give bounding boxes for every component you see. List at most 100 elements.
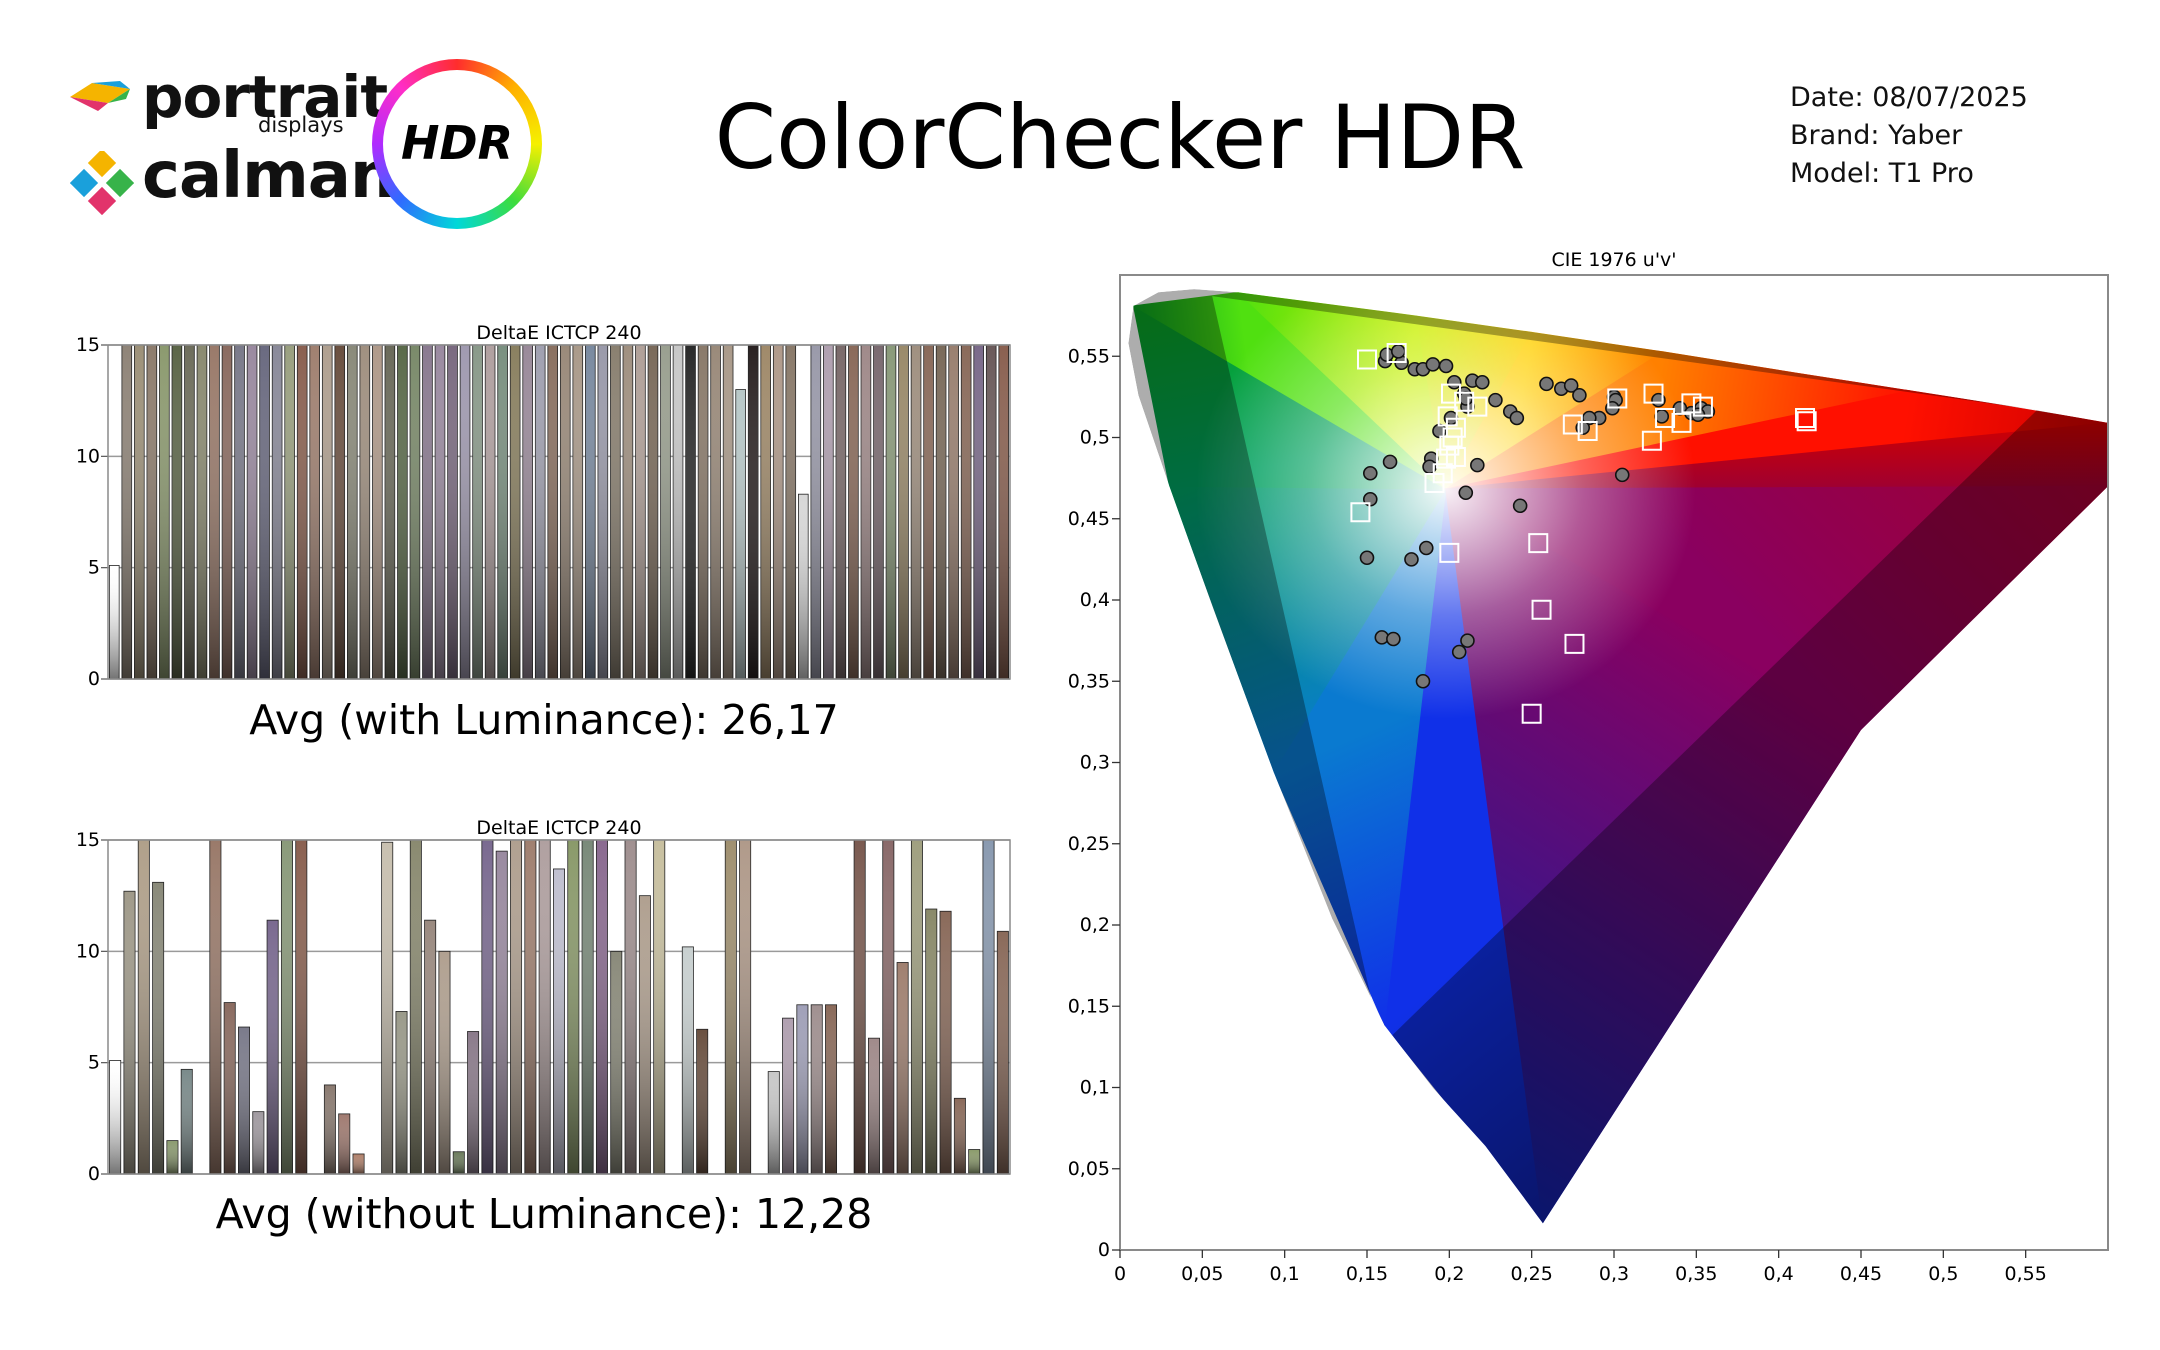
bar-chart-1-ytick-label: 5 — [88, 557, 100, 579]
bar-chart-2-bar-shade — [424, 920, 436, 1174]
bar-chart-2-bar-shade — [968, 1149, 980, 1174]
bar-chart-2-bar-shade — [854, 840, 866, 1174]
bar-chart-1-bar-shade — [835, 345, 846, 679]
bar-chart-1-bar-shade — [861, 345, 871, 679]
bar-chart-2-bar-shade — [997, 931, 1009, 1174]
calman-logo-icon — [70, 151, 134, 215]
bar-chart-1-ytick-label: 15 — [76, 334, 100, 356]
bar-chart-1-bar-shade — [923, 345, 934, 679]
bar-chart-1-bar-shade — [936, 345, 946, 679]
cie-measured-point — [1488, 392, 1503, 408]
bar-chart-2-bar-shade — [467, 1031, 479, 1174]
bar-chart-1-bar-shade — [297, 345, 308, 679]
bar-chart-1-bar-shade — [648, 345, 658, 679]
bar-chart-2-bar-shade — [281, 840, 293, 1174]
bar-chart-2-bar-shade — [123, 891, 136, 1174]
cie-measured-point — [1390, 344, 1406, 359]
bar-chart-2-bar-shade — [152, 882, 164, 1174]
avg-without-luminance: Avg (without Luminance): 12,28 — [215, 1190, 873, 1238]
cie-measured-point — [1404, 552, 1419, 567]
cie-target-point — [1692, 396, 1713, 417]
cie-target-point — [1641, 430, 1662, 451]
cie-target-point — [1681, 393, 1702, 414]
bar-chart-1-bar-shade — [334, 345, 345, 679]
cie-measured-point — [1451, 644, 1467, 660]
bar-chart-2-bar-shade — [267, 920, 279, 1174]
bar-chart-2-bar-shade — [138, 840, 150, 1174]
bar-chart-1-bar-shade — [798, 494, 809, 679]
bar-chart-2-bar-shade — [725, 840, 737, 1174]
bar-chart-1-bar-shade — [535, 345, 546, 679]
bar-chart-1-bar-shade — [172, 345, 182, 679]
bar-chart-2-bar-shade — [109, 1060, 121, 1174]
bar-chart-2-bar-shade — [796, 1004, 808, 1174]
bar-chart-1-bar-shade — [698, 345, 708, 679]
cie-target-point — [1562, 414, 1583, 435]
bar-chart-2-frame — [107, 839, 1011, 1175]
bar-chart-1-bar-shade — [547, 345, 558, 679]
bar-chart-2-bar-shade — [682, 946, 694, 1174]
cie-outside-gamut-shade — [1128, 289, 2108, 1224]
bar-chart-1-bar-shade — [585, 345, 596, 679]
bar-chart-1-bar-shade — [735, 389, 746, 679]
cie-target-point — [1607, 388, 1628, 409]
cie-ytick-label: 0,1 — [1080, 1077, 1110, 1099]
bar-chart-2-bar-shade — [939, 911, 952, 1174]
bar-chart-2-ytick-label: 10 — [76, 940, 100, 962]
bar-chart-1-bar-shade — [485, 345, 495, 679]
cie-title: CIE 1976 u'v' — [1551, 249, 1676, 271]
bar-chart-1-bar-shade — [134, 345, 145, 679]
bar-chart-1-bar-shade — [234, 345, 245, 679]
bar-chart-1-bar-shade — [435, 345, 445, 679]
bar-chart-1-bar-shade — [748, 345, 759, 679]
cie-target-point — [1528, 533, 1549, 554]
hdr-badge: HDR — [372, 59, 542, 229]
cie-ytick-label: 0,2 — [1080, 914, 1110, 936]
cie-target-point — [1439, 435, 1460, 456]
calman-brand-text: calman — [142, 139, 395, 213]
bar-chart-1-bar-shade — [710, 345, 721, 679]
bar-chart-2-bar-shade — [782, 1018, 794, 1174]
bar-chart-2-bar-shade — [238, 1027, 250, 1174]
bar-chart-2-bar-shade — [410, 840, 422, 1174]
bar-chart-1-bar-shade — [986, 345, 997, 679]
bar-chart-1-bar-shade — [760, 345, 771, 679]
cie-target-point — [1564, 633, 1585, 654]
cie-measured-point — [1474, 374, 1490, 390]
cie-target-point — [1424, 473, 1445, 493]
report-date: Date: 08/07/2025 — [1790, 82, 2028, 113]
cie-measured-point — [1415, 673, 1431, 689]
bar-chart-2-bar-shade — [496, 851, 508, 1174]
bar-chart-2-bar-shade — [882, 840, 894, 1174]
bar-chart-2-bar-shade — [352, 1153, 365, 1174]
bar-chart-1-bar-shade — [272, 345, 283, 679]
cie-measured-point — [1362, 465, 1378, 481]
bar-chart-1-bar-shade — [447, 345, 458, 679]
bar-chart-2-title: DeltaE ICTCP 240 — [476, 817, 641, 839]
cie-xtick-label: 0,2 — [1434, 1263, 1464, 1285]
bar-chart-2-bar-shade — [166, 1140, 179, 1174]
bar-chart-1-bar-shade — [635, 345, 646, 679]
bar-chart-2-bar-shade — [295, 840, 307, 1174]
cie-target-point — [1577, 421, 1598, 441]
bar-chart-1-bar-shade — [197, 345, 207, 679]
cie-measured-point — [1386, 631, 1401, 647]
report-brand: Brand: Yaber — [1790, 120, 1963, 151]
bar-chart-1-bar-shade — [209, 345, 220, 679]
bar-chart-2-bar-shade — [811, 1004, 823, 1174]
bar-chart-1-bar-shade — [560, 345, 571, 679]
cie-target-point — [1357, 349, 1377, 370]
cie-measured-point — [1563, 378, 1579, 393]
hdr-badge-label: HDR — [400, 116, 514, 170]
bar-chart-1-bar-shade — [848, 345, 859, 679]
cie-measured-point — [1572, 387, 1587, 403]
bar-chart-1-bar-shade — [673, 345, 683, 679]
bar-chart-1-bar-shade — [597, 345, 608, 679]
bar-chart-with-luminance: DeltaE ICTCP 240 0 5 10 15 — [76, 322, 1011, 690]
bar-chart-2-bar-shade — [639, 895, 651, 1174]
bar-chart-2-bar-shade — [324, 1084, 336, 1174]
bar-chart-1-bar-shade — [785, 345, 796, 679]
bar-chart-2-bar-shade — [381, 842, 393, 1174]
cie-xtick-label: 0,55 — [2005, 1263, 2047, 1285]
